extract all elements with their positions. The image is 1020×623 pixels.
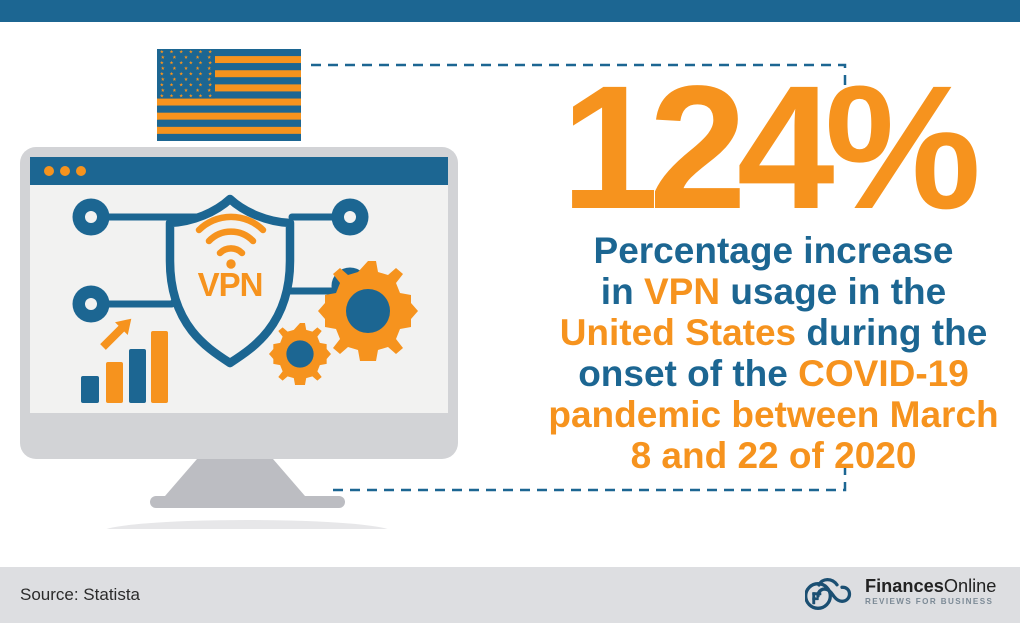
svg-text:VPN: VPN bbox=[198, 266, 263, 303]
